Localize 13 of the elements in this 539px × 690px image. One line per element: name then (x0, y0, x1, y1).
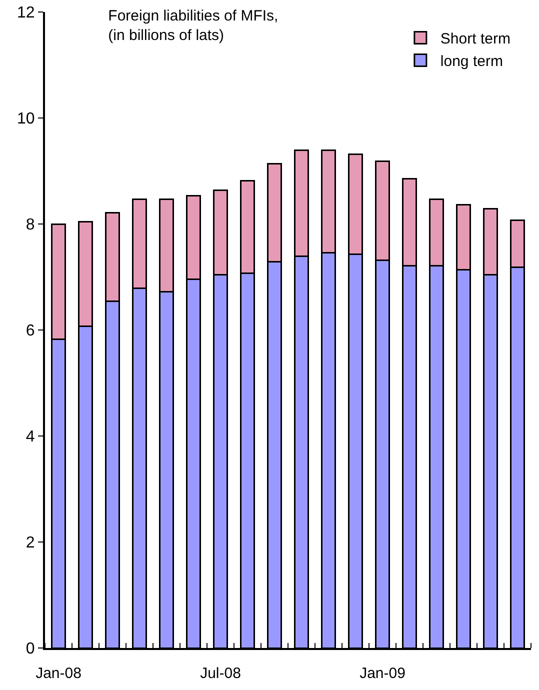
y-tick-label: 10 (17, 110, 35, 128)
chart-title: Foreign liabilities of MFIs, (in billions of lats) (108, 8, 278, 44)
x-tick-label: Jan-09 (360, 665, 406, 682)
legend-label: Short term (440, 30, 510, 48)
y-tick-label: 12 (17, 4, 35, 22)
x-tick-label: Jan-08 (36, 665, 82, 682)
legend-label: long term (440, 53, 503, 70)
y-tick-label: 6 (26, 322, 35, 340)
y-tick-label: 2 (26, 534, 35, 552)
y-tick-label: 8 (26, 216, 35, 234)
y-tick-label: 0 (26, 640, 35, 658)
x-tick-label: Jul-08 (200, 665, 241, 682)
y-tick-label: 4 (26, 428, 35, 446)
